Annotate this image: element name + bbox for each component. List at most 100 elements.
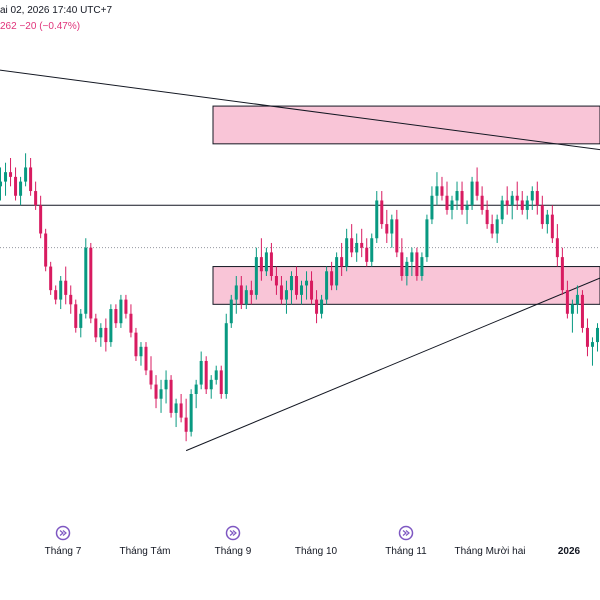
candle-body (204, 360, 208, 390)
candle-body (350, 238, 354, 253)
candle-body (209, 379, 213, 390)
candle-body (199, 360, 203, 385)
candle-body (34, 191, 38, 206)
header-price: 262 (0, 21, 17, 32)
candle-body (64, 280, 68, 295)
candle-body (595, 327, 599, 343)
candle-body (224, 323, 228, 394)
candle-body (570, 304, 574, 314)
header-datetime: ai 02, 2026 17:40 UTC+7 (0, 5, 113, 16)
candle-body (49, 266, 53, 291)
candle-body (525, 200, 529, 210)
candle-body (385, 224, 389, 234)
x-tick-label: Tháng Tám (120, 546, 171, 557)
candle-body (129, 313, 133, 333)
candle-body (365, 247, 369, 262)
candle-body (300, 285, 304, 295)
candle-body (74, 304, 78, 328)
candle-body (29, 167, 33, 192)
candle-body (244, 290, 248, 305)
candle-body (430, 195, 434, 220)
upper-supply-zone (212, 105, 600, 145)
candle-body (84, 247, 88, 314)
candle-body (259, 257, 263, 272)
candle-body (19, 181, 23, 196)
candle-body (189, 394, 193, 432)
candle-body (485, 209, 489, 225)
candle-body (545, 214, 549, 225)
candle-body (465, 205, 469, 210)
candle-body (330, 271, 334, 286)
candle-body (395, 219, 399, 253)
candle-body (515, 195, 519, 201)
candle-body (269, 252, 273, 276)
candle-body (44, 233, 48, 267)
candle-body (510, 195, 514, 206)
candle-body (119, 299, 123, 324)
candle-body (144, 346, 148, 371)
candle-body (184, 417, 188, 432)
x-tick-label: 2026 (558, 546, 581, 557)
candle-body (530, 191, 534, 201)
candle-body (124, 299, 128, 314)
candle-body (420, 257, 424, 276)
candle-body (69, 294, 73, 305)
candle-body (555, 238, 559, 258)
candle-body (470, 181, 474, 206)
forward-arrow-circle-icon[interactable] (225, 525, 241, 541)
candle-body (490, 224, 494, 234)
header-change: −20 (19, 21, 37, 32)
candle-body (94, 318, 98, 338)
candle-body (169, 379, 173, 413)
candle-body (219, 370, 223, 394)
candle-body (325, 271, 329, 300)
candle-body (54, 290, 58, 300)
candle-body (580, 294, 584, 328)
candle-body (445, 195, 449, 210)
candle-body (149, 370, 153, 385)
candle-body (425, 219, 429, 258)
candle-body (535, 191, 539, 206)
candle-body (460, 191, 464, 210)
x-tick-label: Tháng 9 (215, 546, 252, 557)
candle-body (540, 205, 544, 225)
candle-body (0, 181, 3, 187)
candle-body (99, 327, 103, 338)
candle-body (440, 186, 444, 196)
candle-body (335, 257, 339, 286)
candle-body (229, 299, 233, 324)
candle-body (315, 299, 319, 314)
candle-body (274, 276, 278, 286)
candle-body (59, 280, 63, 300)
forward-arrow-circle-icon[interactable] (398, 525, 414, 541)
candle-body (279, 285, 283, 300)
chart-header: ai 02, 2026 17:40 UTC+7 262 −20 (−0.47%) (0, 0, 600, 36)
candle-body (355, 242, 359, 253)
forward-arrow-circle-icon[interactable] (55, 525, 71, 541)
candle-body (495, 219, 499, 234)
candle-body (500, 200, 504, 220)
candle-body (179, 403, 183, 418)
x-tick-label: Tháng 11 (385, 546, 427, 557)
candle-body (154, 384, 158, 399)
candle-body (370, 238, 374, 262)
x-tick-label: Tháng Mười hai (454, 546, 525, 557)
candle-body (505, 200, 509, 206)
candle-body (239, 285, 243, 305)
candle-body (249, 290, 253, 295)
candle-body (254, 257, 258, 295)
candle-body (435, 186, 439, 196)
candle-body (234, 285, 238, 300)
candle-body (159, 389, 163, 399)
candle-body (450, 200, 454, 210)
candle-body (214, 370, 218, 380)
x-tick-label: Tháng 10 (295, 546, 338, 557)
candle-body (480, 195, 484, 210)
candle-body (289, 276, 293, 291)
candle-body (410, 252, 414, 262)
descending-trendline (0, 69, 600, 151)
candle-body (39, 205, 43, 234)
candle-body (4, 172, 8, 182)
header-price-change: 262 −20 (−0.47%) (0, 21, 80, 32)
